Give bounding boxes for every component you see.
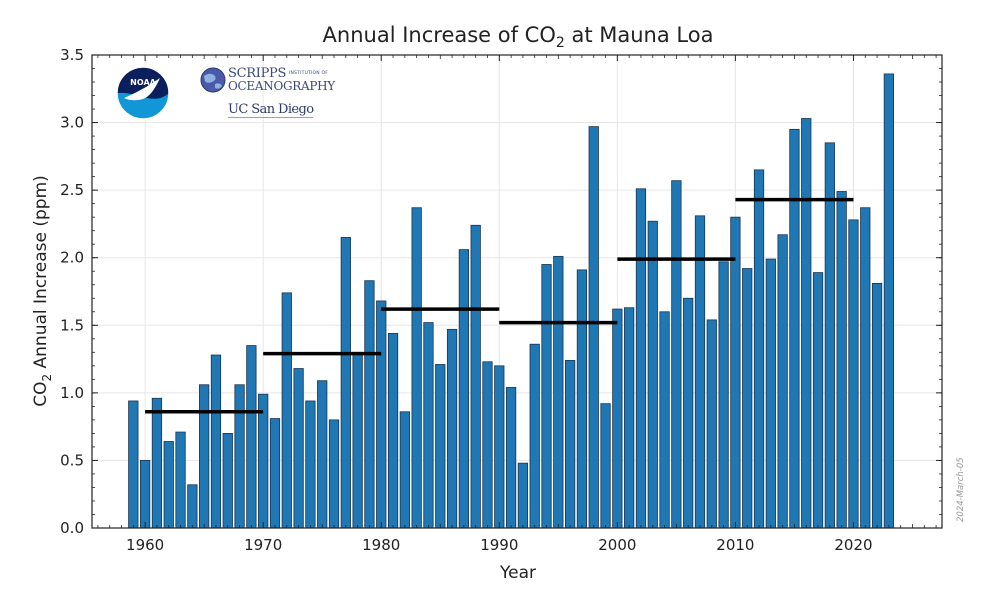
bar: [482, 361, 493, 529]
bar: [730, 216, 741, 529]
bar: [505, 387, 517, 529]
x-tick-label: 1990: [480, 536, 518, 554]
bar: [494, 365, 505, 529]
bar: [258, 393, 269, 529]
bar: [423, 322, 434, 529]
y-tick-label: 1.0: [60, 384, 84, 402]
date-stamp: 2024-March-05: [956, 457, 966, 522]
bar: [187, 484, 198, 529]
bar: [801, 118, 812, 529]
bar: [387, 332, 399, 529]
y-tick-label: 2.5: [60, 181, 84, 199]
bar: [812, 272, 824, 529]
x-axis-ticks: 1960 1970 1980 1990 2000 2010 2020: [97, 55, 937, 554]
bar: [588, 126, 599, 529]
bar: [281, 292, 292, 529]
bar: [399, 411, 410, 529]
bar: [234, 384, 245, 529]
bar: [376, 300, 387, 529]
bar: [470, 224, 481, 529]
bar: [576, 269, 588, 529]
bar: [883, 73, 894, 529]
bar: [364, 280, 375, 529]
bar: [694, 215, 706, 529]
bar: [175, 431, 186, 529]
x-axis-label: Year: [499, 563, 536, 583]
bar: [718, 261, 729, 529]
bar: [163, 441, 174, 529]
bar: [836, 191, 847, 529]
bar: [446, 328, 458, 529]
bar: [742, 268, 753, 529]
bar: [340, 237, 351, 529]
scripps-oceanography-text: OCEANOGRAPHY: [228, 79, 335, 93]
x-tick-label: 2010: [716, 536, 754, 554]
bar: [683, 297, 694, 529]
scripps-name: SCRIPPS: [228, 66, 287, 81]
bar: [411, 207, 422, 529]
bar: [753, 169, 765, 529]
y-tick-label: 3.0: [60, 114, 84, 132]
bar: [151, 397, 163, 529]
bar: [352, 351, 363, 529]
x-tick-label: 1970: [244, 536, 282, 554]
bar: [624, 307, 635, 529]
bar: [222, 432, 233, 529]
bar: [671, 180, 682, 529]
bar: [659, 311, 670, 529]
bar: [600, 403, 611, 529]
bar: [765, 258, 776, 529]
bar: [435, 364, 446, 529]
y-tick-label: 2.0: [60, 249, 84, 267]
bar: [140, 460, 151, 529]
bar: [871, 282, 883, 529]
bar: [789, 128, 800, 529]
decadal-average-lines: [145, 197, 854, 414]
bar: [328, 419, 340, 529]
bar: [541, 264, 552, 529]
bar: [269, 418, 281, 529]
x-tick-label: 1960: [126, 536, 164, 554]
noaa-logo: NOAA: [116, 66, 170, 120]
bar: [612, 308, 623, 529]
scripps-institution-text: INSTITUTION OF: [289, 71, 329, 76]
bar: [305, 400, 316, 529]
x-tick-label: 1980: [362, 536, 400, 554]
y-axis-label: CO2 Annual Increase (ppm): [31, 175, 54, 407]
bar: [128, 400, 139, 529]
x-tick-label: 2000: [598, 536, 636, 554]
bar: [210, 354, 222, 529]
bar: [777, 234, 788, 529]
bar: [517, 462, 529, 529]
bar: [246, 345, 257, 529]
x-tick-label: 2020: [834, 536, 872, 554]
bar: [565, 360, 576, 529]
bar-series: [128, 73, 894, 529]
y-tick-label: 1.5: [60, 316, 84, 334]
bar: [848, 219, 859, 529]
noaa-logo-text: NOAA: [130, 78, 156, 87]
ucsd-logo-text: UC San Diego: [228, 102, 314, 118]
y-tick-label: 0.0: [60, 519, 84, 537]
bar: [199, 384, 210, 529]
scripps-ucsd-logo: SCRIPPS INSTITUTION OF OCEANOGRAPHY UC S…: [198, 66, 358, 126]
bar: [860, 207, 871, 529]
bar: [529, 343, 540, 529]
y-tick-label: 3.5: [60, 46, 84, 64]
y-tick-label: 0.5: [60, 451, 84, 469]
bar: [458, 249, 469, 529]
bar: [635, 188, 647, 529]
bar: [293, 368, 304, 529]
globe-icon: [200, 67, 226, 93]
bar: [647, 220, 658, 529]
bar: [706, 319, 717, 529]
plot-frame: [91, 54, 943, 529]
y-axis-ticks: 0.0 0.5 1.0 1.5 2.0 2.5 3.0 3.5: [60, 46, 942, 537]
bar: [553, 255, 564, 529]
bar: [317, 380, 328, 529]
chart-title: Annual Increase of CO2 at Mauna Loa: [323, 23, 714, 51]
